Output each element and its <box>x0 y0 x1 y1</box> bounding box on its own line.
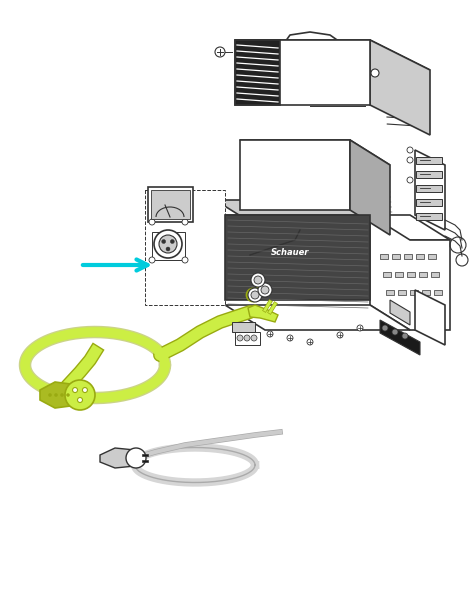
Circle shape <box>77 397 83 403</box>
Bar <box>416 157 442 164</box>
Polygon shape <box>235 40 430 70</box>
Bar <box>410 290 418 295</box>
Circle shape <box>258 283 272 297</box>
Polygon shape <box>100 448 138 468</box>
Bar <box>416 185 442 192</box>
Polygon shape <box>235 40 370 105</box>
Bar <box>416 199 442 206</box>
Circle shape <box>402 333 408 339</box>
Circle shape <box>166 247 170 251</box>
Polygon shape <box>350 140 390 235</box>
Polygon shape <box>415 290 445 345</box>
Circle shape <box>307 339 313 345</box>
Bar <box>383 272 391 277</box>
Circle shape <box>261 286 269 294</box>
Circle shape <box>244 335 250 341</box>
Circle shape <box>154 230 182 258</box>
Circle shape <box>371 69 379 77</box>
Text: Schauer: Schauer <box>271 248 309 257</box>
Circle shape <box>149 257 155 263</box>
Circle shape <box>267 331 273 337</box>
Polygon shape <box>215 200 405 225</box>
Circle shape <box>407 147 413 153</box>
Polygon shape <box>240 140 350 210</box>
Bar <box>380 254 388 259</box>
Polygon shape <box>142 460 148 462</box>
Circle shape <box>65 380 95 410</box>
Bar <box>148 187 193 222</box>
Circle shape <box>182 257 188 263</box>
Circle shape <box>73 388 77 392</box>
Circle shape <box>251 335 257 341</box>
Circle shape <box>254 276 262 284</box>
Bar <box>434 290 442 295</box>
Circle shape <box>287 335 293 341</box>
Circle shape <box>337 332 343 338</box>
Circle shape <box>357 325 363 331</box>
Polygon shape <box>232 322 255 332</box>
Circle shape <box>251 273 265 287</box>
Bar <box>404 254 412 259</box>
Polygon shape <box>380 320 420 355</box>
Bar <box>422 290 430 295</box>
Circle shape <box>251 291 259 299</box>
Circle shape <box>237 335 243 341</box>
Circle shape <box>54 394 58 397</box>
Circle shape <box>407 157 413 163</box>
Bar <box>428 254 436 259</box>
Circle shape <box>149 219 155 225</box>
Circle shape <box>182 219 188 225</box>
Circle shape <box>170 239 174 244</box>
Bar <box>419 272 427 277</box>
Bar <box>398 290 406 295</box>
Circle shape <box>83 388 87 392</box>
Polygon shape <box>145 190 225 305</box>
Polygon shape <box>225 215 370 300</box>
Circle shape <box>162 239 166 244</box>
Polygon shape <box>225 305 410 330</box>
Bar <box>151 190 190 219</box>
Polygon shape <box>40 382 82 408</box>
Bar <box>407 272 415 277</box>
Circle shape <box>392 329 398 335</box>
Polygon shape <box>225 215 450 240</box>
Polygon shape <box>415 150 445 230</box>
Bar <box>416 213 442 220</box>
Polygon shape <box>370 215 450 330</box>
Circle shape <box>126 448 146 468</box>
Polygon shape <box>248 305 278 322</box>
Bar <box>395 272 403 277</box>
Circle shape <box>215 47 225 57</box>
Bar <box>386 290 394 295</box>
Polygon shape <box>390 300 410 325</box>
Bar <box>416 254 424 259</box>
Circle shape <box>248 288 262 302</box>
Circle shape <box>49 394 51 397</box>
Polygon shape <box>370 40 430 135</box>
Bar <box>416 171 442 178</box>
Circle shape <box>382 325 388 331</box>
Circle shape <box>159 235 177 253</box>
Bar <box>431 272 439 277</box>
Bar <box>392 254 400 259</box>
Circle shape <box>67 394 69 397</box>
Polygon shape <box>240 140 390 165</box>
Polygon shape <box>235 332 260 345</box>
Polygon shape <box>142 454 148 456</box>
Circle shape <box>60 394 64 397</box>
Polygon shape <box>235 40 280 105</box>
Circle shape <box>407 177 413 183</box>
